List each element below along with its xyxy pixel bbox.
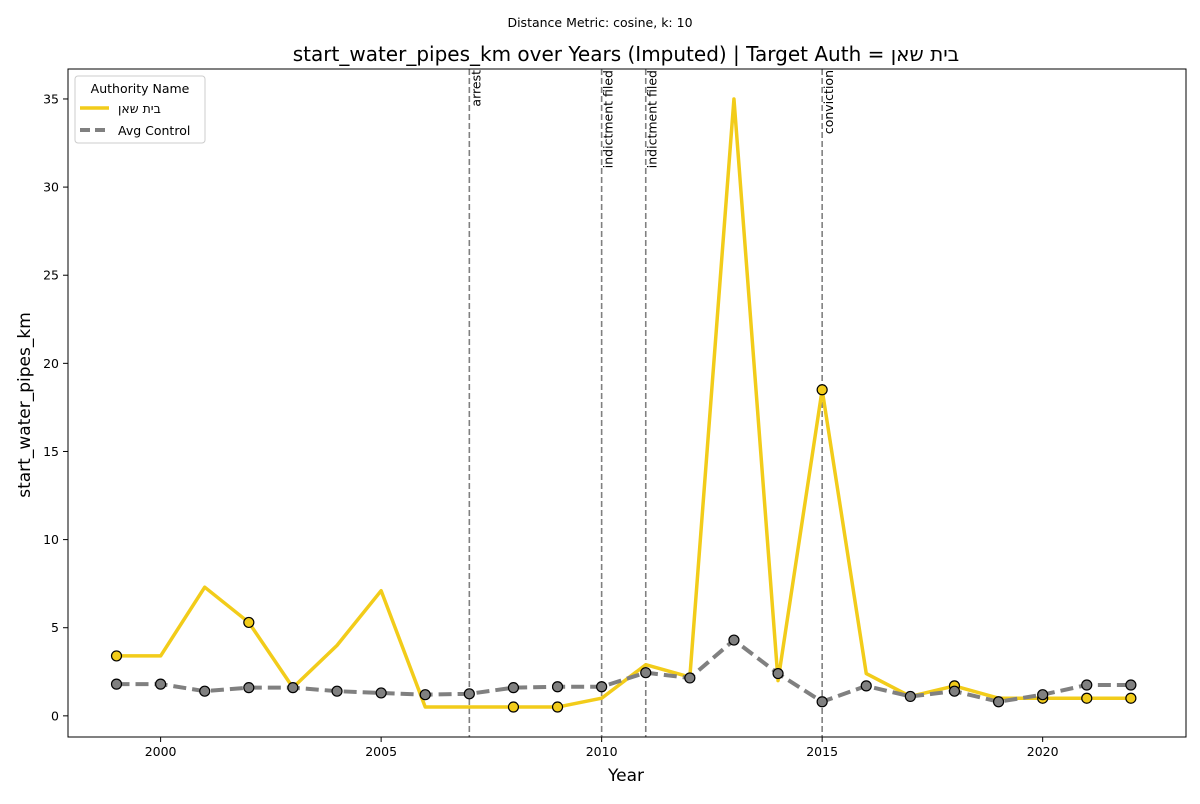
x-tick-label: 2020 [1027,744,1059,759]
data-point-control [110,678,123,690]
x-axis-label: Year [607,766,644,786]
data-point-control [463,688,475,700]
data-point-target [551,701,564,713]
legend-title: Authority Name [91,81,190,96]
data-point-target [243,616,255,629]
legend-entry-target: בית שאן [118,101,161,116]
chart-title: start_water_pipes_km over Years (Imputed… [293,42,960,66]
data-point-control [772,667,784,680]
data-point-target [816,384,828,396]
data-point-control [1125,679,1137,691]
data-point-target [1081,692,1093,704]
series-line-target [116,97,1131,709]
data-point-control [640,667,652,679]
y-tick-label: 35 [43,91,59,106]
event-label: conviction [821,70,836,134]
x-tick-label: 2000 [145,744,177,759]
data-point-target [110,650,123,662]
y-tick-label: 30 [43,180,59,195]
data-point-control [199,685,211,697]
data-point-control [684,672,696,684]
event-label: arrest [468,70,483,107]
legend: Authority Name בית שאן Avg Control [74,75,206,144]
x-tick-label: 2010 [586,744,618,759]
data-point-control [948,685,961,697]
event-label: indictment filed [601,70,616,168]
y-tick-label: 20 [43,356,59,371]
data-point-target [507,701,520,713]
data-point-control [728,634,740,646]
data-point-control [243,682,255,694]
y-tick-label: 5 [51,620,59,635]
data-point-control [904,690,916,703]
legend-box [74,75,206,144]
data-point-control [1081,679,1093,691]
legend-entry-control: Avg Control [118,123,190,138]
data-point-control [860,680,872,692]
data-point-control [507,682,520,694]
data-point-control [331,685,343,697]
data-point-control [375,687,387,699]
data-point-control [419,689,431,701]
y-tick-label: 25 [43,268,59,283]
y-tick-label: 10 [43,532,59,547]
data-point-control [155,678,167,690]
event-label: indictment filed [645,70,660,168]
axes-frame [67,68,1187,738]
data-point-control [992,696,1005,708]
y-tick-label: 15 [43,444,59,459]
x-tick-label: 2005 [365,744,397,759]
data-point-control [816,696,828,708]
y-tick-label: 0 [51,708,59,723]
data-point-control [551,681,564,693]
y-axis-label: start_water_pipes_km [15,312,35,498]
x-tick-label: 2015 [806,744,838,759]
data-point-control [287,682,299,694]
data-point-control [596,681,608,693]
plot-area: arrest indictment filed indictment filed co… [43,68,1187,759]
data-point-control [1037,689,1049,701]
data-point-target [1125,692,1137,704]
chart-suptitle: Distance Metric: cosine, k: 10 [507,15,692,30]
